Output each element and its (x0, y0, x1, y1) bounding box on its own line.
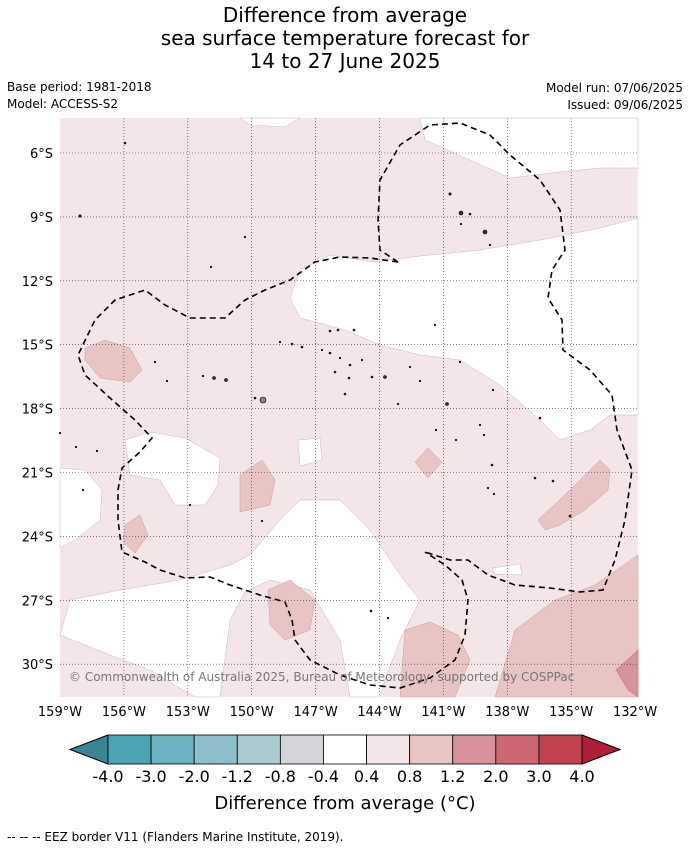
title-line-3: 14 to 27 June 2025 (249, 49, 441, 73)
colorbar-over-arrow (581, 734, 622, 765)
longitude-label: 153°W (166, 705, 210, 720)
latitude-label: 15°S (22, 339, 53, 354)
anomaly-region-warm-patch-6 (399, 621, 471, 698)
colorbar-tick-label: -4.0 (92, 767, 123, 786)
colorbar-tick-label: -1.2 (222, 767, 253, 786)
colorbar-segment (236, 734, 281, 765)
colorbar-tick-label: 0.4 (354, 767, 379, 786)
latitude-label: 21°S (22, 467, 53, 482)
title-line-1: Difference from average (222, 3, 468, 27)
latitude-label: 24°S (22, 530, 53, 545)
eez-border-north (377, 122, 633, 593)
colorbar-tick-label: 4.0 (569, 767, 594, 786)
longitude-label: 132°W (613, 705, 657, 720)
colorbar-tick-label: 1.2 (440, 767, 465, 786)
anomaly-region-warm-patch-2 (239, 459, 276, 513)
colorbar-segment (538, 734, 583, 765)
colorbar-segment (366, 734, 411, 765)
model-run: Model run: 07/06/2025 (545, 81, 683, 95)
longitude-label: 156°W (102, 705, 146, 720)
latitude-label: 12°S (22, 275, 53, 290)
anomaly-region-warm-patch-1 (84, 339, 143, 383)
colorbar-segment (193, 734, 238, 765)
eez-legend-note: -- -- -- EEZ border V11 (Flanders Marine… (7, 830, 344, 844)
colorbar-under-arrow (68, 734, 109, 765)
eez-borders (77, 122, 633, 689)
gridlines (60, 118, 638, 697)
longitude-label: 159°W (38, 705, 82, 720)
anomaly-region-warm-strong (615, 649, 639, 698)
latitude-labels: 6°S 9°S 12°S 15°S 18°S 21°S 24°S 27°S 30°S (22, 147, 53, 673)
anomaly-region-near-average-northeast (419, 117, 639, 179)
colorbar-label: Difference from average (°C) (214, 793, 476, 814)
map-copyright: © Commonwealth of Australia 2025, Bureau… (69, 670, 574, 684)
longitude-label: 147°W (294, 705, 338, 720)
longitude-label: 150°W (230, 705, 274, 720)
islands (58, 141, 572, 620)
title-line-2: sea surface temperature forecast for (160, 26, 530, 50)
anomaly-region-near-average-north (239, 117, 301, 128)
colorbar-tick-label: -0.8 (265, 767, 296, 786)
anomaly-region-near-average-patch (491, 563, 523, 576)
colorbar-tick-label: 2.0 (483, 767, 508, 786)
anomaly-region-warm-patch-8 (537, 459, 611, 531)
colorbar: -4.0 -3.0 -2.0 -1.2 -0.8 -0.4 0.4 0.8 1.2 2.0 3.0 4… (68, 734, 622, 786)
longitude-label: 141°W (421, 705, 465, 720)
longitude-label: 138°W (485, 705, 529, 720)
colorbar-segment (409, 734, 454, 765)
colorbar-segment (495, 734, 540, 765)
anomaly-region-near-average-south (59, 499, 421, 698)
colorbar-segment (279, 734, 324, 765)
colorbar-tick-label: -2.0 (179, 767, 210, 786)
anomaly-region-warm-patch-4 (267, 579, 316, 641)
colorbar-tick-label: -0.4 (308, 767, 339, 786)
anomaly-region-near-average-small (297, 437, 323, 467)
map-canvas (58, 117, 639, 698)
anomaly-region-near-average-west (124, 431, 221, 506)
base-period: Base period: 1981-2018 (7, 80, 152, 94)
longitude-labels: 159°W 156°W 153°W 150°W 147°W 144°W 141°W 138°W… (38, 705, 657, 720)
colorbar-tick-label: 3.0 (526, 767, 551, 786)
colorbar-segment (150, 734, 195, 765)
colorbar-segment (107, 734, 152, 765)
anomaly-region-warm-patch-3 (123, 514, 149, 554)
longitude-label: 144°W (357, 705, 401, 720)
anomaly-region-near-average-southwest (59, 467, 103, 549)
colorbar-segment (452, 734, 497, 765)
latitude-label: 27°S (22, 594, 53, 609)
latitude-label: 6°S (30, 147, 53, 162)
colorbar-tick-label: -3.0 (135, 767, 166, 786)
latitude-label: 18°S (22, 403, 53, 418)
eez-border-central (77, 256, 469, 689)
colorbar-tick-label: 0.8 (397, 767, 422, 786)
issued-date: Issued: 09/06/2025 (567, 98, 683, 112)
latitude-label: 9°S (30, 211, 53, 226)
longitude-label: 135°W (549, 705, 593, 720)
latitude-label: 30°S (22, 658, 53, 673)
colorbar-segment (323, 734, 367, 765)
model-name: Model: ACCESS-S2 (7, 97, 119, 111)
